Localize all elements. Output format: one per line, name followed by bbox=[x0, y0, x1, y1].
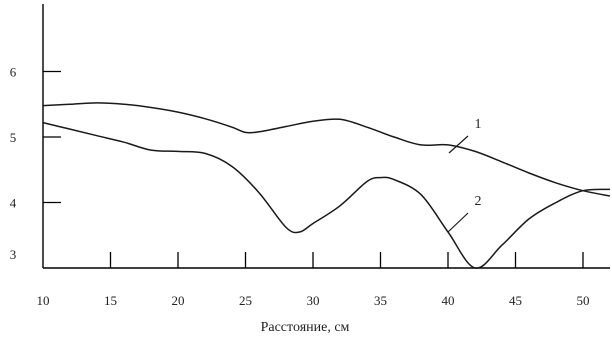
series-label-1: 1 bbox=[475, 117, 482, 132]
series-label-leader bbox=[448, 135, 469, 154]
x-tick-label: 20 bbox=[172, 293, 185, 308]
series-layer bbox=[42, 102, 611, 269]
x-tick-label: 35 bbox=[374, 293, 387, 308]
y-tick-label: 4 bbox=[10, 196, 17, 211]
y-tick-label: 5 bbox=[10, 130, 17, 145]
axes bbox=[42, 4, 610, 269]
x-tick-label: 15 bbox=[104, 293, 117, 308]
series-line-2 bbox=[42, 121, 611, 269]
y-tick-label: 6 bbox=[10, 65, 17, 80]
series-label-2: 2 bbox=[475, 194, 482, 209]
series-line-1 bbox=[42, 102, 611, 197]
x-axis-title: Расстояние, см bbox=[261, 320, 350, 335]
series-labels: 12 bbox=[447, 117, 482, 233]
x-tick-label: 45 bbox=[509, 293, 522, 308]
x-tick-label: 40 bbox=[442, 293, 455, 308]
x-tick-label: 50 bbox=[577, 293, 590, 308]
x-tick-label: 30 bbox=[307, 293, 320, 308]
y-tick-label: 3 bbox=[10, 247, 17, 262]
x-tick-label: 10 bbox=[37, 293, 50, 308]
series-label-leader bbox=[447, 212, 469, 233]
x-tick-label: 25 bbox=[239, 293, 252, 308]
